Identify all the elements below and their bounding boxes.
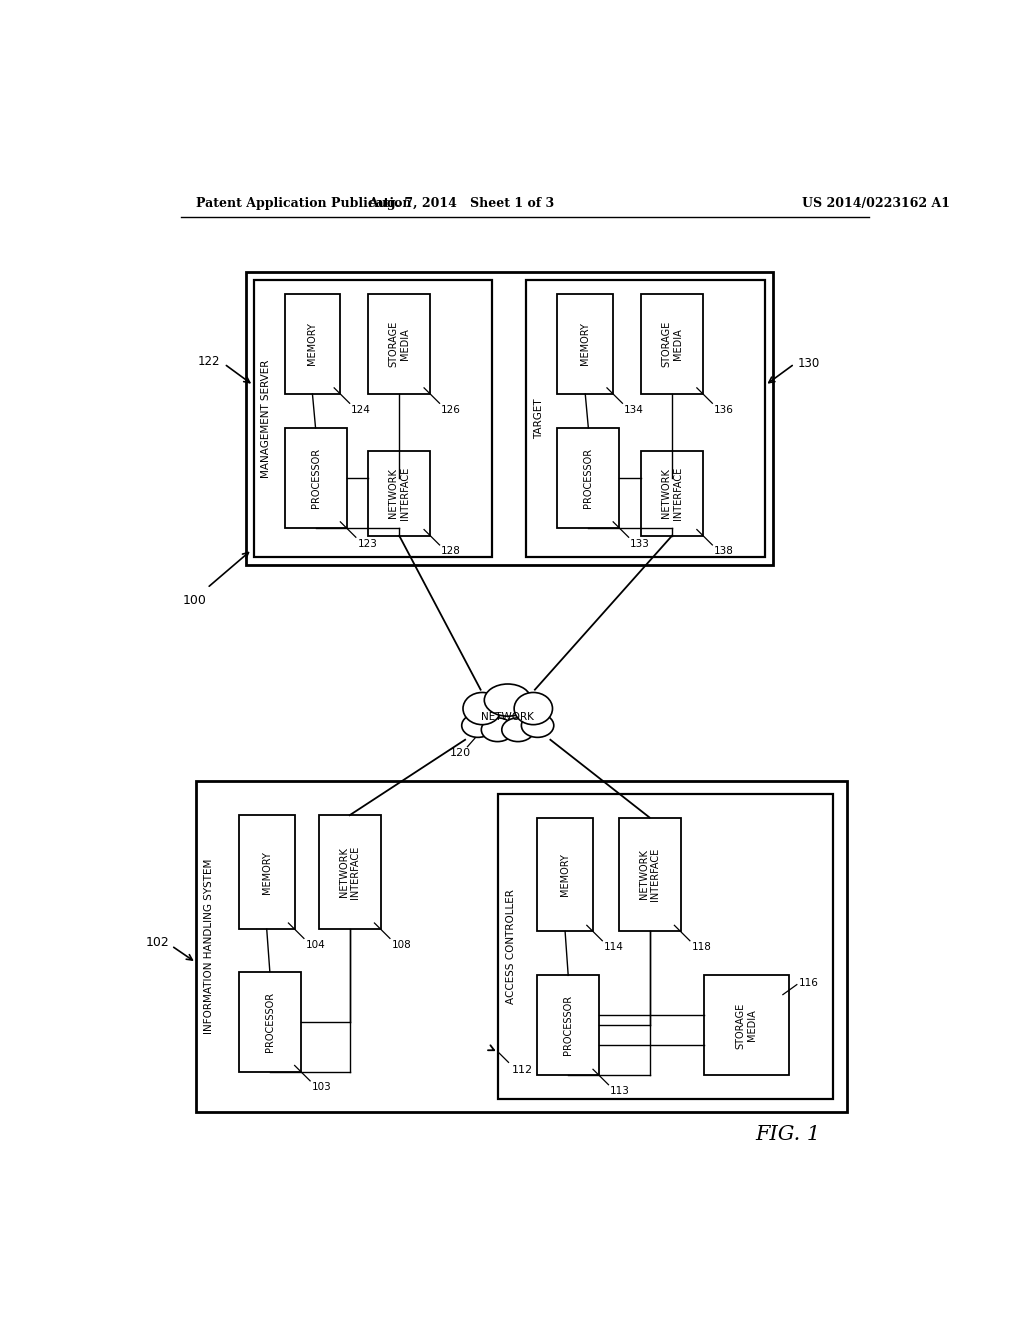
Text: 126: 126 (441, 405, 461, 414)
Bar (557, 428, 620, 528)
Text: 116: 116 (799, 978, 818, 989)
Bar (285, 428, 346, 528)
Ellipse shape (502, 718, 535, 742)
Text: FIG. 1: FIG. 1 (756, 1125, 821, 1144)
Text: 133: 133 (630, 539, 650, 549)
Bar (538, 975, 599, 1076)
Text: 103: 103 (311, 1082, 332, 1093)
Text: PROCESSOR: PROCESSOR (563, 995, 573, 1056)
Text: ACCESS CONTROLLER: ACCESS CONTROLLER (506, 890, 516, 1005)
Bar (369, 451, 430, 536)
Bar (499, 795, 834, 1100)
Bar (641, 451, 703, 536)
Text: 122: 122 (198, 355, 220, 367)
Text: Aug. 7, 2014   Sheet 1 of 3: Aug. 7, 2014 Sheet 1 of 3 (369, 197, 554, 210)
Text: 124: 124 (351, 405, 371, 414)
Bar (618, 817, 681, 932)
Bar (538, 817, 593, 932)
Bar (318, 816, 381, 929)
Text: 123: 123 (357, 539, 377, 549)
Text: 130: 130 (798, 358, 820, 371)
Bar (239, 816, 295, 929)
Ellipse shape (463, 693, 502, 725)
Text: NETWORK
INTERFACE: NETWORK INTERFACE (662, 467, 683, 520)
Text: PROCESSOR: PROCESSOR (265, 991, 274, 1052)
Text: MANAGEMENT SERVER: MANAGEMENT SERVER (261, 359, 271, 478)
Text: 136: 136 (714, 405, 734, 414)
Bar (197, 780, 847, 1111)
Bar (369, 294, 430, 395)
Text: NETWORK
INTERFACE: NETWORK INTERFACE (339, 846, 360, 899)
Text: 118: 118 (691, 942, 712, 952)
Text: STORAGE
MEDIA: STORAGE MEDIA (388, 321, 410, 367)
Bar (285, 294, 340, 395)
Text: US 2014/0223162 A1: US 2014/0223162 A1 (802, 197, 950, 210)
Text: 102: 102 (145, 936, 170, 949)
Text: INFORMATION HANDLING SYSTEM: INFORMATION HANDLING SYSTEM (204, 858, 214, 1034)
Ellipse shape (484, 684, 531, 717)
Bar (526, 280, 765, 557)
Text: PROCESSOR: PROCESSOR (310, 447, 321, 508)
Ellipse shape (481, 718, 514, 742)
Text: MEMORY: MEMORY (307, 322, 317, 366)
Text: 100: 100 (182, 594, 206, 607)
Text: NETWORK
INTERFACE: NETWORK INTERFACE (639, 847, 660, 902)
Text: STORAGE
MEDIA: STORAGE MEDIA (662, 321, 683, 367)
Ellipse shape (462, 714, 495, 738)
Text: MEMORY: MEMORY (560, 853, 570, 896)
Text: Patent Application Publication: Patent Application Publication (197, 197, 412, 210)
Text: TARGET: TARGET (534, 399, 544, 440)
Ellipse shape (521, 714, 554, 738)
Text: PROCESSOR: PROCESSOR (584, 447, 593, 508)
Text: 104: 104 (305, 940, 326, 950)
Bar (239, 972, 301, 1072)
Text: 114: 114 (604, 942, 624, 952)
Text: 134: 134 (624, 405, 644, 414)
Bar (703, 975, 790, 1076)
Text: 138: 138 (714, 546, 734, 557)
Text: 112: 112 (512, 1065, 532, 1076)
Text: 120: 120 (450, 748, 471, 758)
Bar (557, 294, 613, 395)
Text: 113: 113 (610, 1086, 630, 1096)
Text: MEMORY: MEMORY (581, 322, 590, 366)
Bar (254, 280, 493, 557)
Text: STORAGE
MEDIA: STORAGE MEDIA (735, 1002, 758, 1048)
Text: NETWORK
INTERFACE: NETWORK INTERFACE (388, 467, 410, 520)
Text: 128: 128 (441, 546, 461, 557)
Bar (641, 294, 703, 395)
Bar (246, 272, 773, 565)
Text: NETWORK: NETWORK (481, 711, 535, 722)
Ellipse shape (514, 693, 553, 725)
Text: 108: 108 (391, 940, 412, 950)
Text: MEMORY: MEMORY (262, 851, 271, 894)
